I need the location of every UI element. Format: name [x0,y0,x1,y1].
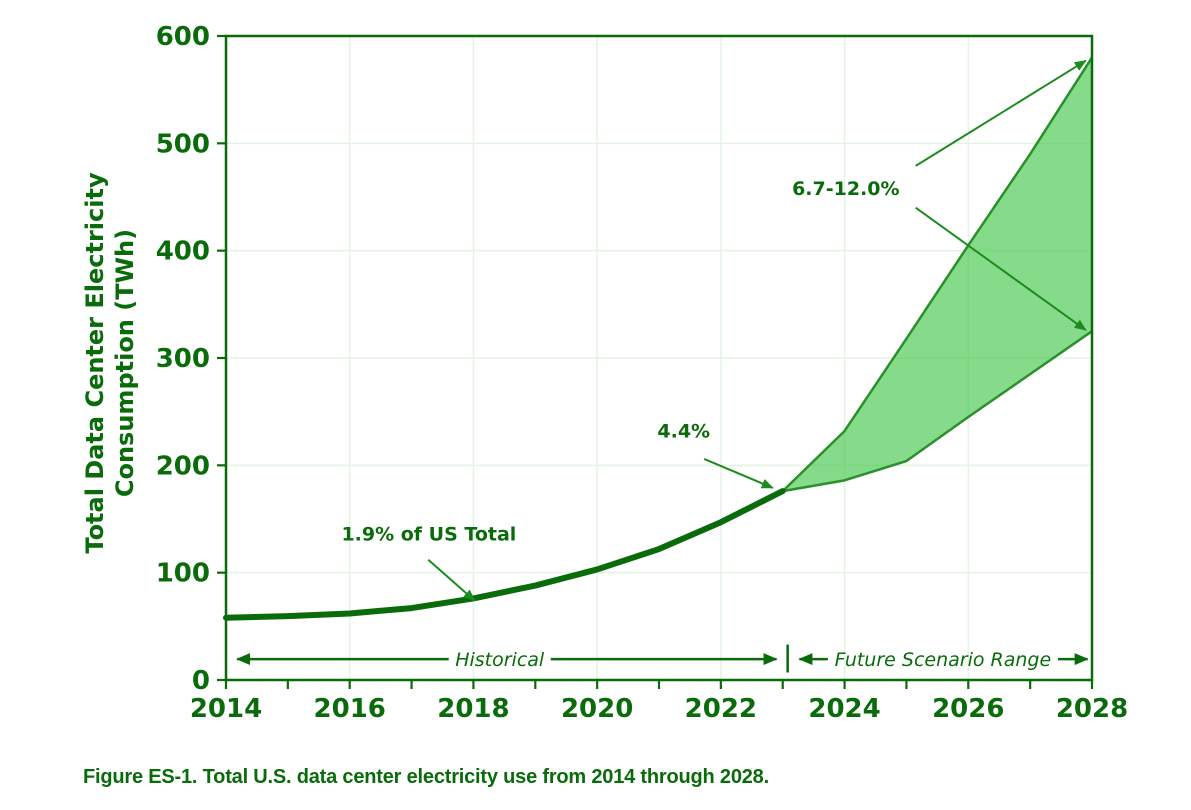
upper-bound-line [781,56,1094,492]
y-tick-label: 500 [156,129,210,159]
lower-bound-line [782,330,1093,493]
y-axis-title: Total Data Center Electricity Consumptio… [81,172,139,554]
chart-area: 2014 2016 2018 2020 2022 2024 2026 2028 0 100 200 3… [81,22,1128,724]
figure-caption: Figure ES-1. Total U.S. data center elec… [83,766,769,788]
x-tick-label: 2020 [561,694,633,724]
historical-series-line [223,488,786,621]
future-scenario-band [781,56,1094,493]
x-tick-label: 2022 [685,694,757,724]
historical-line [223,488,786,621]
y-tick-label: 0 [192,666,210,696]
x-tick-label: 2016 [314,694,386,724]
x-tick-label: 2024 [808,694,880,724]
x-tick-label: 2026 [932,694,1004,724]
y-tick-label: 100 [156,559,210,589]
y-tick-label: 200 [156,451,210,481]
x-tick-label: 2018 [437,694,509,724]
historical-span-label: Historical [455,649,545,671]
annotations: 1.9% of US Total 4.4% 6.7-12.0% [341,59,1087,602]
line-chart-svg: 2014 2016 2018 2020 2022 2024 2026 2028 0 100 200 3… [81,22,1128,724]
y-axis-title-line-1: Total Data Center Electricity [81,172,109,554]
x-tick-label: 2014 [190,694,262,724]
scenario-band-fill [782,57,1092,492]
annotation-label-share_2028: 6.7-12.0% [792,178,899,200]
y-tick-label: 300 [156,344,210,374]
annotation-label-share_2023: 4.4% [657,420,710,442]
future-span-label: Future Scenario Range [835,649,1052,671]
axis-ticks [217,34,1094,689]
annotation-arrow-share_2028 [915,59,1087,167]
annotation-arrow-share_2023 [703,457,774,489]
y-tick-label: 600 [156,22,210,52]
x-tick-label: 2028 [1056,694,1128,724]
period-span-arrows: Historical Future Scenario Range [236,644,1089,673]
y-axis-title-line-2: Consumption (TWh) [111,229,139,497]
gridlines [226,36,1092,680]
axis-tick-labels: 2014 2016 2018 2020 2022 2024 2026 2028 0 100 200 3… [156,22,1128,724]
annotation-arrow-share_2028 [915,206,1087,331]
annotation-arrow-share_2018 [427,559,476,602]
annotation-label-share_2018: 1.9% of US Total [341,523,516,545]
y-tick-label: 400 [156,237,210,267]
